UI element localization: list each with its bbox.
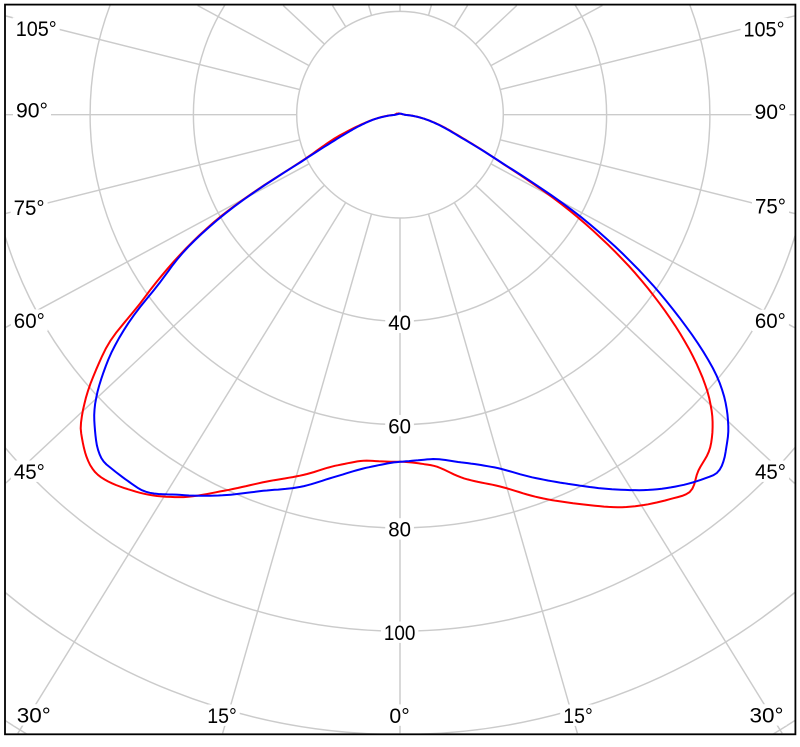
svg-text:30°: 30° [750,705,784,728]
svg-text:0°: 0° [389,705,409,728]
svg-text:30°: 30° [17,705,51,728]
svg-text:90°: 90° [755,101,787,124]
svg-text:90°: 90° [16,100,48,123]
svg-text:60°: 60° [14,310,45,333]
svg-text:45°: 45° [755,461,786,484]
svg-text:15°: 15° [563,705,593,728]
svg-text:45°: 45° [14,461,45,484]
svg-text:15°: 15° [207,705,237,728]
svg-text:75°: 75° [14,197,45,220]
svg-text:60: 60 [388,415,411,438]
svg-text:75°: 75° [755,195,786,218]
svg-text:60°: 60° [755,310,786,333]
svg-text:80: 80 [388,519,411,542]
svg-text:105°: 105° [16,18,57,41]
svg-text:105°: 105° [744,18,785,41]
svg-text:100: 100 [384,622,416,645]
svg-text:40: 40 [388,312,411,335]
